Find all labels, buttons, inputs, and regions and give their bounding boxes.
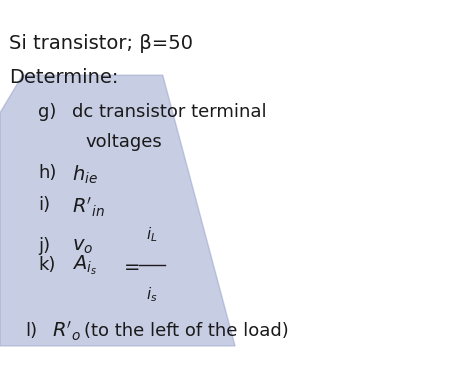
Text: $h_{ie}$: $h_{ie}$ [72,164,98,186]
Text: (to the left of the load): (to the left of the load) [83,322,288,340]
Text: g): g) [38,103,57,121]
Text: j): j) [38,237,51,255]
Polygon shape [0,75,235,346]
Text: k): k) [38,256,55,274]
Text: l): l) [25,322,37,340]
Text: $A_{i_s}$: $A_{i_s}$ [72,253,97,277]
Text: i): i) [38,196,51,214]
Text: $v_o$: $v_o$ [72,237,93,256]
Text: Si transistor; β=50: Si transistor; β=50 [9,34,193,53]
Text: $R'_o$: $R'_o$ [52,319,81,343]
Text: dc transistor terminal: dc transistor terminal [72,103,267,121]
Text: Determine:: Determine: [9,68,118,87]
Text: $R'_{in}$: $R'_{in}$ [72,196,105,219]
Text: h): h) [38,164,57,182]
Text: $i_s$: $i_s$ [145,286,157,305]
Text: voltages: voltages [86,133,162,152]
Text: $i_L$: $i_L$ [145,226,157,244]
Text: $=$: $=$ [120,256,140,274]
